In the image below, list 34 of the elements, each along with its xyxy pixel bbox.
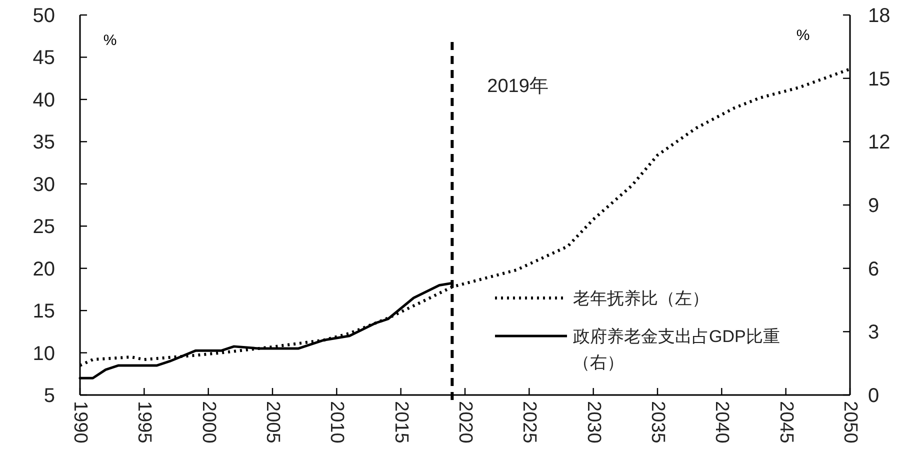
y2-axis-title: % [796, 27, 810, 44]
legend-label: 老年抚养比（左） [573, 289, 709, 308]
y-tick-label: 50 [32, 5, 55, 27]
y-tick-label: 5 [44, 385, 55, 407]
y2-tick-label: 12 [868, 132, 890, 154]
x-tick-label: 2035 [647, 401, 668, 444]
y2-tick-label: 3 [868, 322, 880, 344]
y-tick-label: 10 [32, 342, 55, 365]
x-tick-label: 2045 [775, 401, 796, 444]
y2-tick-label: 15 [868, 68, 890, 90]
y2-tick-label: 0 [868, 385, 880, 407]
y-tick-label: 45 [32, 47, 55, 70]
ref-line-label: 2019年 [487, 76, 548, 97]
y-tick-label: 30 [32, 174, 55, 196]
x-tick-label: 2040 [711, 401, 732, 444]
x-tick-label: 2015 [390, 401, 412, 444]
x-tick-label: 1995 [134, 401, 155, 444]
x-tick-label: 2050 [840, 401, 860, 444]
y2-tick-label: 18 [868, 5, 890, 27]
y-tick-label: 20 [32, 258, 55, 280]
y-axis-title: % [103, 32, 117, 49]
x-tick-label: 2030 [582, 401, 604, 444]
x-tick-label: 2000 [198, 401, 219, 444]
x-tick-label: 2010 [326, 401, 348, 444]
legend-label: 政府养老金支出占GDP比重（右） [573, 327, 780, 372]
x-tick-label: 1990 [70, 401, 90, 444]
y-tick-label: 35 [32, 132, 55, 154]
y-tick-label: 25 [32, 216, 55, 238]
y2-tick-label: 9 [868, 195, 880, 217]
y-tick-label: 15 [32, 300, 55, 323]
y-tick-label: 40 [32, 89, 55, 112]
y2-tick-label: 6 [868, 258, 880, 280]
x-tick-label: 2005 [262, 401, 283, 444]
x-tick-label: 2025 [518, 401, 540, 444]
